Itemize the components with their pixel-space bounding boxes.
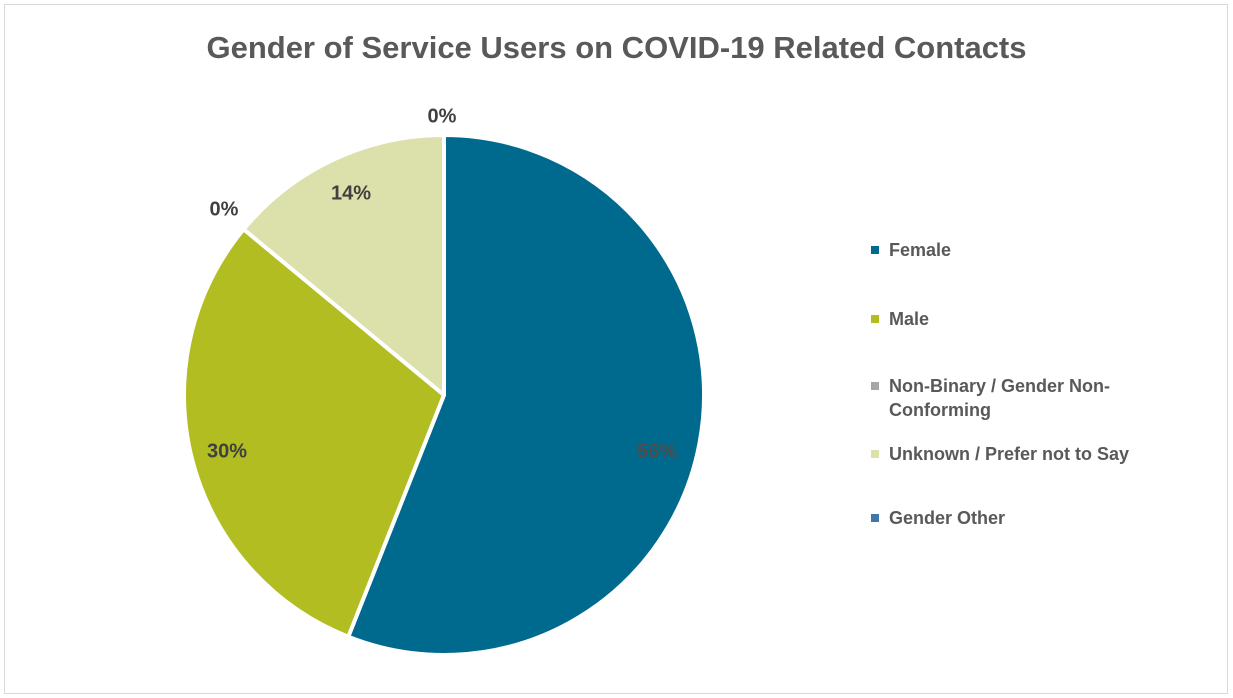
data-label-female: 56% xyxy=(637,440,677,462)
legend-swatch xyxy=(871,382,879,390)
data-label-gender-other: 0% xyxy=(428,105,457,127)
legend-swatch xyxy=(871,450,879,458)
pie-slice-female xyxy=(346,133,706,657)
data-label-male: 30% xyxy=(207,440,247,462)
legend-label: Gender Other xyxy=(889,508,1006,528)
chart-title: Gender of Service Users on COVID-19 Rela… xyxy=(206,30,1027,65)
legend-swatch xyxy=(871,246,879,254)
pie-slice-male xyxy=(182,227,446,639)
legend-label: Non-Binary / Gender Non-Conforming xyxy=(889,376,1111,420)
pie-slice-unknown-prefer-not-to-say xyxy=(241,133,446,397)
legend-label: Unknown / Prefer not to Say xyxy=(889,444,1130,464)
legend-swatch xyxy=(871,514,879,522)
data-label-unknown-prefer-not-to-say: 14% xyxy=(331,182,371,204)
legend-label: Female xyxy=(889,240,952,260)
legend-label: Male xyxy=(889,309,930,329)
data-label-non-binary-gender-non-conforming: 0% xyxy=(210,198,239,220)
legend-swatch xyxy=(871,315,879,323)
